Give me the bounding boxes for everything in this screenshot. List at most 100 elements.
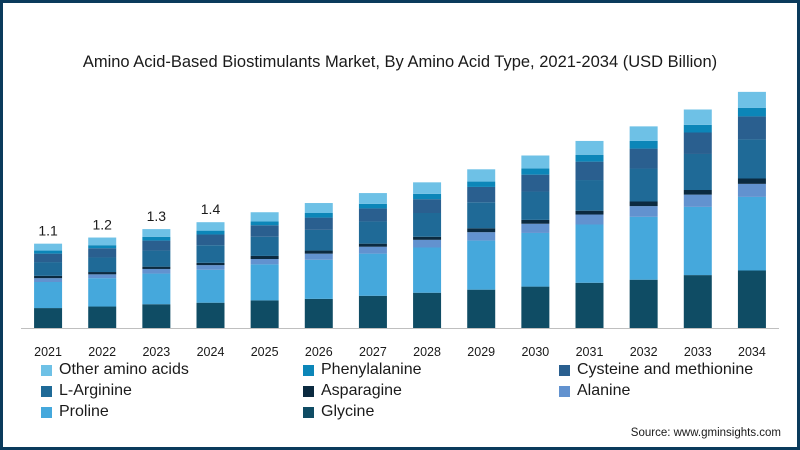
bar-alanine-2031 xyxy=(575,214,604,225)
bar-glycine-2028 xyxy=(413,292,442,328)
legend-label: L-Arginine xyxy=(59,382,132,399)
bar-cysteine-and-methionine-2022 xyxy=(88,248,117,258)
x-tick-label-2025: 2025 xyxy=(251,345,279,359)
bar-cysteine-and-methionine-2024 xyxy=(196,234,225,246)
bar-alanine-2021 xyxy=(34,278,63,282)
bar-l-arginine-2029 xyxy=(467,202,496,229)
bar-other-amino-acids-2023 xyxy=(142,229,171,237)
total-label-2023: 1.3 xyxy=(147,208,167,224)
bar-asparagine-2023 xyxy=(142,266,171,269)
bar-phenylalanine-2031 xyxy=(575,154,604,162)
bar-other-amino-acids-2032 xyxy=(629,126,658,141)
bar-alanine-2030 xyxy=(521,223,550,233)
bar-l-arginine-2031 xyxy=(575,180,604,211)
bar-phenylalanine-2023 xyxy=(142,236,171,241)
x-tick-label-2022: 2022 xyxy=(88,345,116,359)
bar-cysteine-and-methionine-2026 xyxy=(304,217,333,230)
bar-asparagine-2032 xyxy=(629,201,658,207)
legend: Other amino acids Phenylalanine Cysteine a… xyxy=(41,361,781,431)
bar-proline-2023 xyxy=(142,273,171,305)
legend-swatch xyxy=(41,385,52,397)
bar-l-arginine-2023 xyxy=(142,250,171,267)
bar-other-amino-acids-2027 xyxy=(358,193,387,204)
legend-swatch xyxy=(41,364,52,376)
legend-label: Alanine xyxy=(577,382,631,399)
bar-glycine-2030 xyxy=(521,286,550,328)
bar-phenylalanine-2021 xyxy=(34,250,63,254)
legend-label: Glycine xyxy=(321,403,375,420)
bar-phenylalanine-2022 xyxy=(88,245,117,249)
bar-asparagine-2030 xyxy=(521,219,550,224)
bar-l-arginine-2026 xyxy=(304,229,333,251)
bar-cysteine-and-methionine-2030 xyxy=(521,174,550,192)
bar-alanine-2024 xyxy=(196,265,225,270)
bar-proline-2032 xyxy=(629,216,658,280)
bar-other-amino-acids-2026 xyxy=(304,203,333,213)
bar-alanine-2032 xyxy=(629,206,658,217)
legend-swatch xyxy=(303,385,314,397)
bar-alanine-2026 xyxy=(304,253,333,260)
bar-alanine-2033 xyxy=(683,194,712,207)
bar-l-arginine-2030 xyxy=(521,191,550,220)
bar-phenylalanine-2033 xyxy=(683,124,712,133)
bar-proline-2027 xyxy=(358,253,387,296)
bar-other-amino-acids-2033 xyxy=(683,109,712,125)
bar-alanine-2027 xyxy=(358,246,387,254)
legend-item-asparagine: Asparagine xyxy=(303,382,402,400)
bar-proline-2022 xyxy=(88,278,117,307)
legend-label: Phenylalanine xyxy=(321,361,422,378)
bar-phenylalanine-2027 xyxy=(358,203,387,209)
bar-proline-2033 xyxy=(683,206,712,276)
legend-label: Cysteine and methionine xyxy=(577,361,754,378)
x-tick-label-2021: 2021 xyxy=(34,345,62,359)
bar-asparagine-2033 xyxy=(683,190,712,195)
bar-glycine-2034 xyxy=(737,270,766,328)
bar-phenylalanine-2030 xyxy=(521,168,550,175)
bar-phenylalanine-2024 xyxy=(196,230,225,235)
bar-l-arginine-2024 xyxy=(196,245,225,263)
bar-cysteine-and-methionine-2028 xyxy=(413,199,442,213)
bar-proline-2028 xyxy=(413,247,442,293)
bar-asparagine-2026 xyxy=(304,250,333,254)
bar-proline-2024 xyxy=(196,269,225,303)
bar-phenylalanine-2034 xyxy=(737,107,766,117)
bar-phenylalanine-2028 xyxy=(413,193,442,200)
x-tick-label-2024: 2024 xyxy=(197,345,225,359)
bar-glycine-2033 xyxy=(683,275,712,328)
bar-asparagine-2029 xyxy=(467,228,496,233)
source-note: Source: www.gminsights.com xyxy=(630,427,781,439)
bar-proline-2030 xyxy=(521,232,550,287)
total-label-2024: 1.4 xyxy=(201,201,221,217)
bar-glycine-2026 xyxy=(304,298,333,328)
chart-title: Amino Acid-Based Biostimulants Market, B… xyxy=(82,53,718,71)
legend-swatch xyxy=(303,406,314,418)
total-label-2021: 1.1 xyxy=(38,223,58,239)
bar-other-amino-acids-2029 xyxy=(467,169,496,182)
legend-swatch xyxy=(559,385,570,397)
bar-other-amino-acids-2031 xyxy=(575,140,604,155)
legend-swatch xyxy=(41,406,52,418)
bar-asparagine-2021 xyxy=(34,275,63,279)
bar-l-arginine-2032 xyxy=(629,168,658,202)
bar-glycine-2029 xyxy=(467,289,496,328)
bar-asparagine-2022 xyxy=(88,272,117,275)
bar-other-amino-acids-2021 xyxy=(34,243,63,251)
bar-cysteine-and-methionine-2027 xyxy=(358,208,387,222)
x-tick-label-2034: 2034 xyxy=(738,345,766,359)
bar-other-amino-acids-2025 xyxy=(250,212,279,222)
bar-asparagine-2024 xyxy=(196,262,225,266)
bar-alanine-2022 xyxy=(88,274,117,279)
legend-item-glycine: Glycine xyxy=(303,403,374,421)
bar-glycine-2021 xyxy=(34,308,63,328)
x-tick-label-2030: 2030 xyxy=(521,345,549,359)
x-tick-label-2023: 2023 xyxy=(142,345,170,359)
legend-item-alanine: Alanine xyxy=(559,382,630,400)
bar-l-arginine-2033 xyxy=(683,153,712,190)
bar-cysteine-and-methionine-2033 xyxy=(683,132,712,154)
bar-cysteine-and-methionine-2023 xyxy=(142,240,171,251)
bar-cysteine-and-methionine-2031 xyxy=(575,161,604,181)
bar-asparagine-2025 xyxy=(250,255,279,259)
bar-l-arginine-2034 xyxy=(737,139,766,179)
bar-glycine-2022 xyxy=(88,306,117,328)
